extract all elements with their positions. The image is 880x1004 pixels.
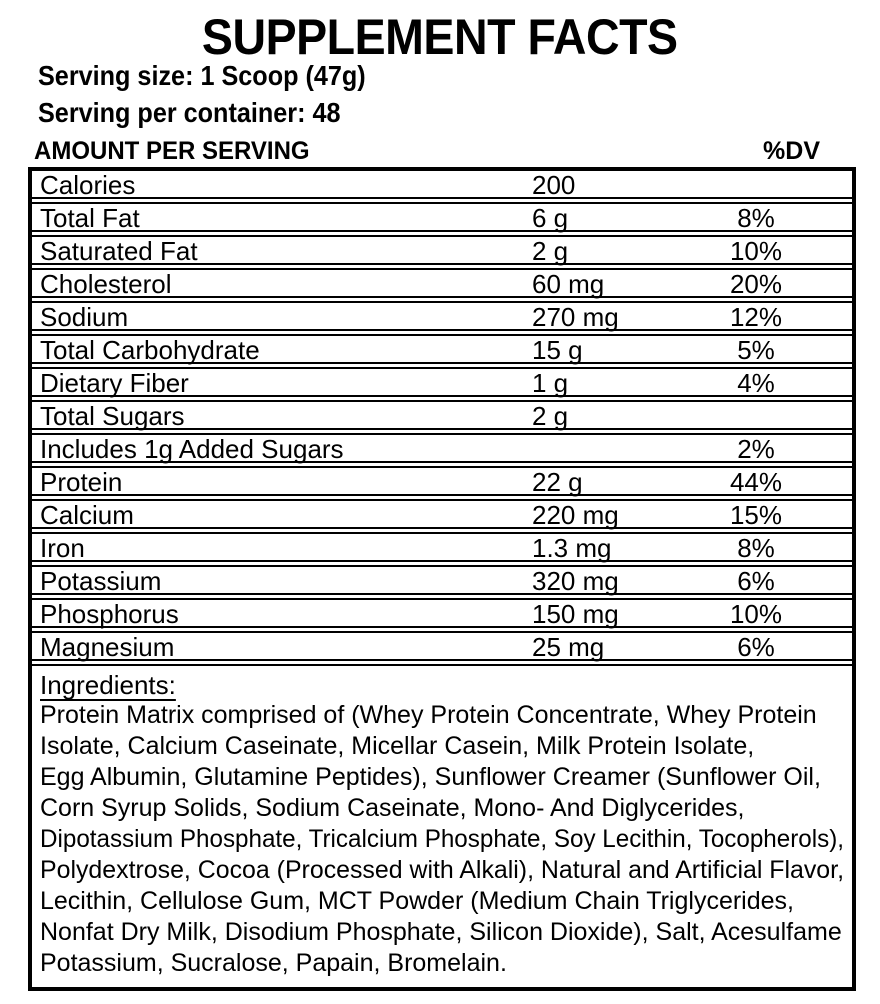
nutrient-name: Magnesium	[40, 634, 175, 662]
nutrient-dv: 5%	[737, 335, 775, 365]
ingredients-text-line: Potassium, Sucralose, Papain, Bromelain.	[40, 949, 507, 977]
nutrient-name: Potassium	[40, 568, 162, 596]
table-row: Sodium 270 mg 12%	[32, 303, 852, 336]
nutrient-name: Calcium	[40, 502, 134, 530]
table-row: Magnesium 25 mg 6%	[32, 633, 852, 666]
nutrient-dv: 12%	[729, 302, 783, 332]
nutrient-dv: 2%	[737, 434, 775, 464]
nutrient-name: Calories	[40, 172, 136, 200]
nutrient-dv: 8%	[737, 203, 775, 233]
ingredients-heading: Ingredients:	[40, 670, 176, 700]
servings-per-container-line: Serving per container: 48	[38, 96, 880, 130]
nutrient-amount: 60 mg	[532, 269, 605, 299]
nutrient-amount: 2 g	[532, 401, 569, 431]
table-row: Potassium 320 mg 6%	[32, 567, 852, 600]
nutrient-table: Calories 200 Total Fat 6 g 8% Saturated …	[28, 167, 856, 991]
ingredients-text-line: Dipotassium Phosphate, Tricalcium Phosph…	[40, 825, 844, 853]
nutrient-dv: 8%	[737, 533, 775, 563]
nutrient-name: Iron	[40, 535, 85, 563]
nutrient-dv: 44%	[729, 467, 783, 497]
table-row: Total Fat 6 g 8%	[32, 204, 852, 237]
ingredients-text-line: Lecithin, Cellulose Gum, MCT Powder (Med…	[40, 887, 794, 915]
nutrient-amount: 1.3 mg	[532, 533, 612, 563]
table-row: Dietary Fiber 1 g 4%	[32, 369, 852, 402]
nutrient-amount	[532, 436, 690, 466]
nutrient-amount: 270 mg	[532, 302, 619, 332]
nutrient-dv: 6%	[737, 566, 775, 596]
table-row: Total Sugars 2 g	[32, 402, 852, 435]
nutrient-name: Includes 1g Added Sugars	[40, 436, 344, 464]
table-row: Saturated Fat 2 g 10%	[32, 237, 852, 270]
nutrient-name: Protein	[40, 469, 123, 497]
page-title: SUPPLEMENT FACTS	[202, 9, 678, 65]
table-row: Includes 1g Added Sugars 2%	[32, 435, 852, 468]
table-row: Phosphorus 150 mg 10%	[32, 600, 852, 633]
nutrient-dv: 15%	[729, 500, 783, 530]
ingredients-text-line: Isolate, Calcium Caseinate, Micellar Cas…	[40, 732, 755, 760]
ingredients-text-line: Polydextrose, Cocoa (Processed with Alka…	[40, 856, 844, 884]
nutrient-name: Total Sugars	[40, 403, 185, 431]
table-row: Protein 22 g 44%	[32, 468, 852, 501]
nutrient-dv: 10%	[729, 236, 783, 266]
table-row: Total Carbohydrate 15 g 5%	[32, 336, 852, 369]
nutrient-dv	[690, 403, 822, 433]
nutrient-name: Total Carbohydrate	[40, 337, 260, 365]
nutrient-dv: 4%	[737, 368, 775, 398]
table-row: Iron 1.3 mg 8%	[32, 534, 852, 567]
nutrient-amount: 2 g	[532, 236, 569, 266]
dv-heading: %DV	[763, 137, 820, 165]
nutrient-name: Total Fat	[40, 205, 140, 233]
nutrient-amount: 1 g	[532, 368, 569, 398]
nutrient-name: Phosphorus	[40, 601, 179, 629]
nutrient-name: Sodium	[40, 304, 129, 332]
nutrient-amount: 320 mg	[532, 566, 619, 596]
ingredients-text-line: Protein Matrix comprised of (Whey Protei…	[40, 701, 817, 729]
nutrient-amount: 15 g	[532, 335, 583, 365]
nutrient-name: Dietary Fiber	[40, 370, 189, 398]
nutrient-amount: 200	[532, 170, 576, 200]
amount-per-serving-heading: AMOUNT PER SERVING	[34, 137, 310, 165]
nutrient-amount: 22 g	[532, 467, 583, 497]
ingredients-text-line: Nonfat Dry Milk, Disodium Phosphate, Sil…	[40, 918, 842, 946]
serving-size-line: Serving size: 1 Scoop (47g)	[38, 59, 880, 93]
nutrient-amount: 220 mg	[532, 500, 619, 530]
ingredients-text-line: Corn Syrup Solids, Sodium Caseinate, Mon…	[40, 794, 745, 822]
nutrient-dv: 10%	[729, 599, 783, 629]
table-row: Calcium 220 mg 15%	[32, 501, 852, 534]
nutrient-name: Cholesterol	[40, 271, 172, 299]
title-row: SUPPLEMENT FACTS	[0, 0, 880, 65]
serving-size-text: Serving size: 1 Scoop (47g)	[38, 60, 366, 91]
table-row: Calories 200	[32, 171, 852, 204]
nutrient-amount: 150 mg	[532, 599, 619, 629]
servings-per-container-text: Serving per container: 48	[38, 97, 341, 128]
ingredients-text-line: Egg Albumin, Glutamine Peptides), Sunflo…	[40, 763, 821, 791]
nutrient-dv: 20%	[729, 269, 783, 299]
nutrient-dv: 6%	[737, 632, 775, 662]
nutrient-amount: 25 mg	[532, 632, 605, 662]
ingredients-section: Ingredients: Protein Matrix comprised of…	[32, 666, 852, 987]
nutrient-name: Saturated Fat	[40, 238, 198, 266]
nutrient-dv	[690, 172, 822, 202]
table-header: AMOUNT PER SERVING %DV	[34, 137, 820, 165]
table-row: Cholesterol 60 mg 20%	[32, 270, 852, 303]
nutrient-amount: 6 g	[532, 203, 569, 233]
